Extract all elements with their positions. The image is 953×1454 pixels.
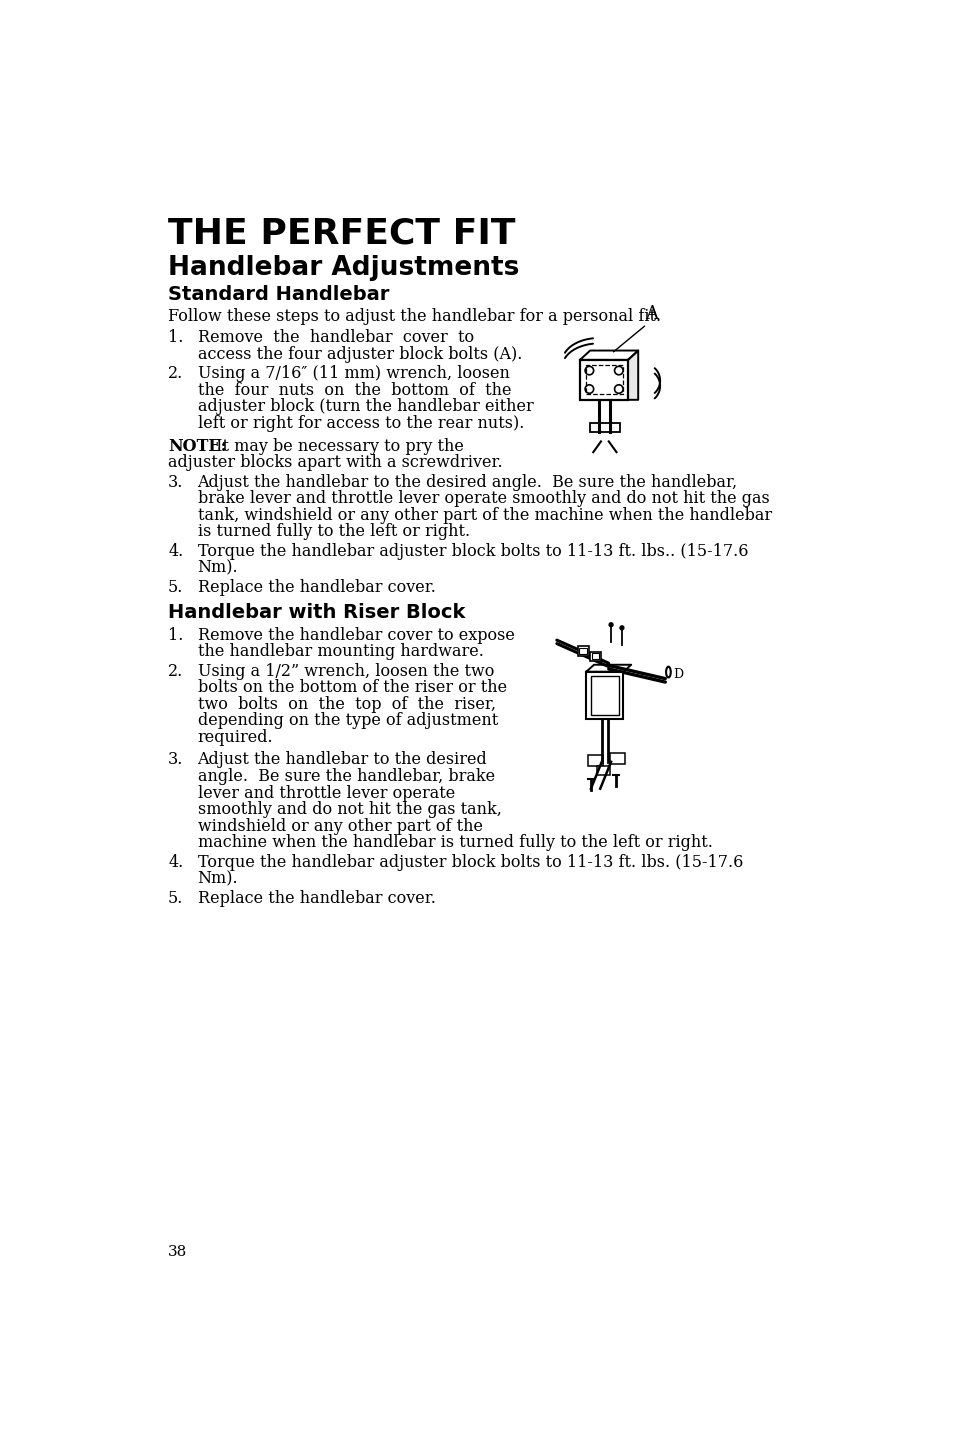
Text: access the four adjuster block bolts (A).: access the four adjuster block bolts (A)… [197, 346, 521, 362]
Text: tank, windshield or any other part of the machine when the handlebar: tank, windshield or any other part of th… [197, 507, 771, 523]
Text: the handlebar mounting hardware.: the handlebar mounting hardware. [197, 643, 483, 660]
Text: 38: 38 [168, 1246, 187, 1259]
Text: lever and throttle lever operate: lever and throttle lever operate [197, 785, 455, 801]
Polygon shape [586, 664, 631, 672]
Bar [590, 676, 618, 715]
Text: Adjust the handlebar to the desired: Adjust the handlebar to the desired [197, 752, 487, 769]
Text: left or right for access to the rear nuts).: left or right for access to the rear nut… [197, 414, 523, 432]
Text: 2.: 2. [168, 365, 183, 382]
Text: Handlebar Adjustments: Handlebar Adjustments [168, 256, 518, 281]
Text: Torque the handlebar adjuster block bolts to 11-13 ft. lbs. (15-17.6: Torque the handlebar adjuster block bolt… [197, 853, 742, 871]
Text: Using a 7/16″ (11 mm) wrench, loosen: Using a 7/16″ (11 mm) wrench, loosen [197, 365, 509, 382]
Text: Standard Handlebar: Standard Handlebar [168, 285, 389, 304]
Text: machine when the handlebar is turned fully to the left or right.: machine when the handlebar is turned ful… [197, 835, 712, 851]
Bar [578, 646, 588, 656]
Text: Follow these steps to adjust the handlebar for a personal fit.: Follow these steps to adjust the handleb… [168, 308, 660, 324]
Text: 5.: 5. [168, 890, 183, 907]
Text: required.: required. [197, 728, 273, 746]
Polygon shape [579, 350, 638, 359]
Text: is turned fully to the left or right.: is turned fully to the left or right. [197, 523, 469, 541]
Text: bolts on the bottom of the riser or the: bolts on the bottom of the riser or the [197, 679, 506, 696]
Text: adjuster block (turn the handlebar either: adjuster block (turn the handlebar eithe… [197, 398, 533, 416]
Text: 4.: 4. [168, 853, 183, 871]
Text: two  bolts  on  the  top  of  the  riser,: two bolts on the top of the riser, [197, 696, 495, 712]
Text: brake lever and throttle lever operate smoothly and do not hit the gas: brake lever and throttle lever operate s… [197, 490, 768, 507]
Text: Remove the handlebar cover to expose: Remove the handlebar cover to expose [197, 627, 514, 644]
Bar [578, 648, 586, 654]
Text: depending on the type of adjustment: depending on the type of adjustment [197, 712, 497, 730]
Text: adjuster blocks apart with a screwdriver.: adjuster blocks apart with a screwdriver… [168, 454, 502, 471]
Bar [597, 766, 609, 775]
Text: NOTE:: NOTE: [168, 438, 227, 455]
Text: It may be necessary to pry the: It may be necessary to pry the [212, 438, 464, 455]
FancyBboxPatch shape [579, 359, 627, 400]
Text: Replace the handlebar cover.: Replace the handlebar cover. [197, 579, 435, 596]
Text: 5.: 5. [168, 579, 183, 596]
Text: Torque the handlebar adjuster block bolts to 11-13 ft. lbs.. (15-17.6: Torque the handlebar adjuster block bolt… [197, 542, 747, 560]
Text: angle.  Be sure the handlebar, brake: angle. Be sure the handlebar, brake [197, 768, 495, 785]
Bar [586, 672, 623, 720]
Bar [590, 651, 600, 662]
Bar [585, 365, 622, 394]
Bar [590, 423, 618, 432]
Circle shape [609, 622, 613, 627]
Circle shape [619, 625, 623, 630]
Text: the  four  nuts  on  the  bottom  of  the: the four nuts on the bottom of the [197, 382, 511, 398]
Bar [591, 653, 598, 659]
Text: 2.: 2. [168, 663, 183, 679]
Text: Using a 1/2” wrench, loosen the two: Using a 1/2” wrench, loosen the two [197, 663, 494, 679]
Text: Nm).: Nm). [197, 871, 238, 887]
Text: 3.: 3. [168, 474, 183, 490]
Bar [587, 755, 602, 766]
Polygon shape [627, 350, 638, 400]
Text: THE PERFECT FIT: THE PERFECT FIT [168, 217, 515, 252]
Ellipse shape [665, 667, 670, 678]
Text: D: D [673, 669, 682, 682]
Text: Replace the handlebar cover.: Replace the handlebar cover. [197, 890, 435, 907]
Text: Nm).: Nm). [197, 560, 238, 576]
Text: 1.: 1. [168, 627, 183, 644]
Text: windshield or any other part of the: windshield or any other part of the [197, 817, 482, 835]
Text: Handlebar with Riser Block: Handlebar with Riser Block [168, 603, 465, 622]
Text: Adjust the handlebar to the desired angle.  Be sure the handlebar,: Adjust the handlebar to the desired angl… [197, 474, 737, 490]
Text: Remove  the  handlebar  cover  to: Remove the handlebar cover to [197, 329, 473, 346]
Bar [609, 753, 624, 765]
Text: 3.: 3. [168, 752, 183, 769]
Text: A: A [644, 305, 658, 323]
Text: 1.: 1. [168, 329, 183, 346]
Text: 4.: 4. [168, 542, 183, 560]
Text: smoothly and do not hit the gas tank,: smoothly and do not hit the gas tank, [197, 801, 501, 819]
